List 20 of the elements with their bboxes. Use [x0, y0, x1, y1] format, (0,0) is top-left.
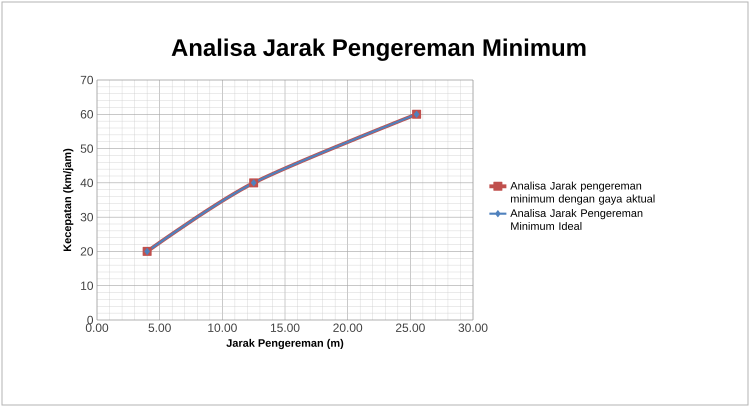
x-tick-label: 30.00 [458, 324, 488, 332]
y-tick-label: 40 [80, 178, 94, 188]
y-tick-label: 10 [81, 281, 94, 290]
x-tick-label: 10.00 [208, 324, 237, 332]
x-axis-title: Jarak Pengereman (m) [226, 338, 344, 350]
x-tick-label: 20.00 [333, 324, 362, 332]
y-tick-label: 50 [80, 144, 94, 153]
legend-label: Analisa Jarak pengereman minimum dengan gaya aktual [510, 182, 654, 205]
y-axis-title: Kecepatan (km/jam) [63, 148, 74, 252]
y-tick-label: 20 [80, 247, 94, 256]
x-tick-label: 5.00 [148, 324, 171, 332]
x-tick-label: 15.00 [270, 324, 300, 332]
y-tick-label: 0 [87, 316, 94, 324]
x-tick-label: 25.00 [396, 324, 425, 332]
y-tick-label: 60 [80, 110, 94, 119]
y-tick-label: 30 [80, 212, 94, 222]
x-tick-label: 0.00 [86, 324, 108, 332]
chart-title: Analisa Jarak Pengereman Minimum [172, 38, 586, 61]
y-tick-label: 70 [80, 76, 94, 84]
legend-label: Analisa Jarak Pengereman Minimum Ideal [510, 208, 642, 230]
